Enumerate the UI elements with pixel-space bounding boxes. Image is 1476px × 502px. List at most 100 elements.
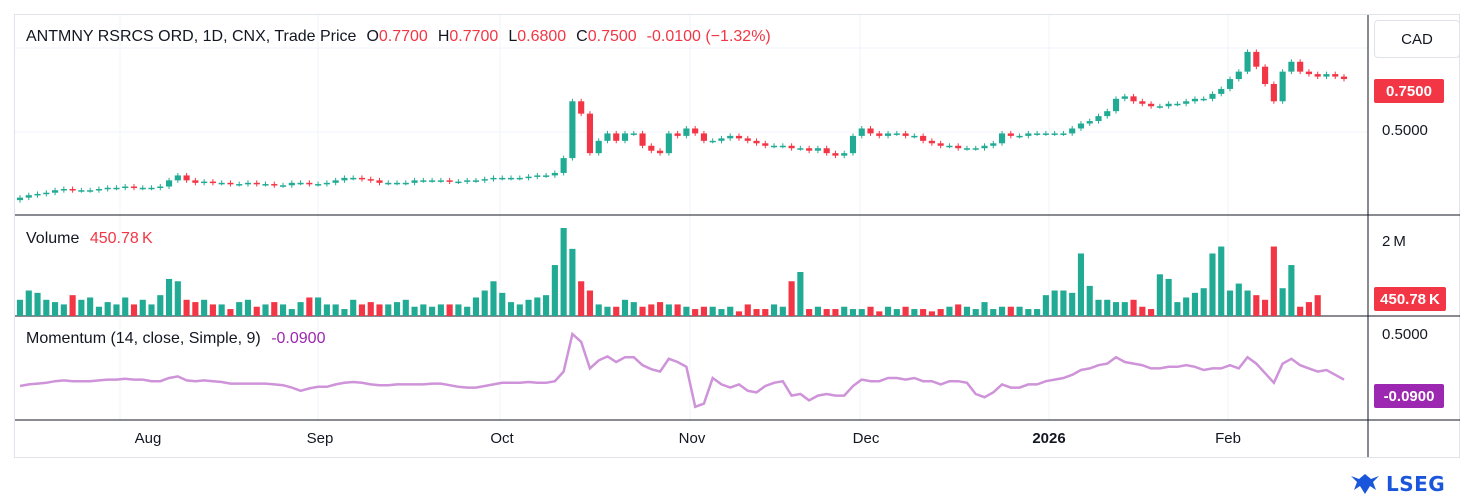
volume-bar — [1200, 288, 1207, 316]
volume-bar — [358, 304, 366, 316]
candle-body — [639, 133, 646, 146]
volume-bar — [218, 304, 225, 316]
candle-body — [165, 180, 173, 187]
candle-body — [718, 138, 725, 141]
candle-body — [1139, 101, 1146, 104]
candle-body — [709, 140, 716, 143]
volume-bar — [1139, 306, 1146, 316]
momentum-title: Momentum (14, close, Simple, 9) — [26, 330, 261, 347]
candle-body — [841, 153, 848, 156]
volume-bar — [253, 306, 260, 316]
candle-body — [525, 176, 532, 179]
candle-body — [560, 158, 567, 173]
volume-bar — [464, 306, 471, 316]
currency-button[interactable]: CAD — [1374, 20, 1460, 58]
close-value: 0.7500 — [587, 28, 637, 45]
volume-bar — [25, 290, 32, 316]
x-label-oct: Oct — [490, 430, 514, 447]
candle-body — [700, 133, 707, 141]
candle-body — [253, 182, 260, 185]
volume-bar — [262, 304, 269, 316]
lseg-emblem-icon — [1351, 474, 1379, 494]
momentum-line — [19, 331, 1345, 409]
volume-bar — [429, 306, 436, 316]
candle-body — [1077, 123, 1085, 129]
volume-bar — [911, 309, 918, 316]
last-price-tag: 0.7500 — [1374, 79, 1444, 103]
volume-bar — [1191, 292, 1199, 316]
volume-bar — [122, 297, 129, 316]
candle-body — [1165, 103, 1172, 107]
volume-bar — [139, 299, 146, 316]
candle-body — [753, 140, 760, 144]
candle-body — [770, 145, 778, 148]
volume-bar — [832, 309, 839, 316]
momentum-axis-label: 0.5000 — [1382, 326, 1428, 343]
volume-bar — [595, 304, 602, 316]
candle-body — [1244, 51, 1251, 72]
candle-body — [1235, 71, 1242, 80]
volume-bar — [1226, 290, 1234, 316]
candle-body — [779, 145, 786, 148]
volume-bar — [981, 302, 988, 316]
volume-bar — [420, 304, 427, 316]
volume-bar — [1060, 290, 1067, 316]
candle-body — [1130, 96, 1137, 102]
volume-bar — [209, 304, 216, 316]
volume-bar — [393, 302, 401, 316]
volume-bar — [350, 299, 357, 316]
candle-body — [867, 128, 874, 134]
volume-bar — [876, 311, 883, 316]
candle-body — [578, 101, 585, 114]
candle-body — [1148, 103, 1155, 107]
candle-body — [849, 135, 857, 154]
volume-bar — [332, 304, 339, 316]
volume-bar — [95, 306, 102, 316]
candle-body — [1200, 98, 1207, 101]
candle-body — [201, 181, 208, 184]
volume-bar — [841, 306, 848, 316]
volume-bar — [1305, 302, 1312, 316]
candle-body — [507, 177, 515, 180]
candle-body — [692, 128, 699, 134]
candle-body — [262, 184, 269, 186]
volume-bar — [385, 304, 392, 316]
candle-body — [893, 133, 900, 135]
volume-bar — [735, 311, 743, 316]
volume-bar — [990, 309, 997, 316]
x-label-2026: 2026 — [1032, 430, 1066, 447]
candle-body — [516, 177, 523, 180]
volume-bar — [1042, 295, 1049, 316]
candle-body — [543, 175, 550, 177]
candle-body — [122, 186, 129, 189]
candle-body — [586, 113, 594, 154]
volume-bar — [797, 272, 804, 316]
volume-bar — [1314, 295, 1321, 316]
candle-body — [16, 197, 24, 201]
volume-bar — [665, 304, 672, 316]
candle-body — [1218, 88, 1225, 94]
x-label-dec: Dec — [852, 430, 880, 447]
candle-body — [209, 181, 216, 184]
volume-bar — [437, 304, 444, 316]
volume-value: 450.78 K — [89, 230, 153, 247]
candle-body — [990, 143, 997, 146]
volume-bar — [1051, 290, 1058, 316]
volume-bar — [455, 304, 462, 316]
volume-bar — [700, 306, 707, 316]
volume-bar — [481, 290, 488, 316]
candle-body — [481, 179, 488, 181]
volume-bar — [718, 309, 725, 316]
volume-bar — [744, 304, 751, 316]
volume-bar — [788, 281, 795, 316]
x-label-aug: Aug — [134, 430, 162, 447]
volume-bar — [244, 299, 252, 316]
volume-bar — [630, 302, 637, 316]
momentum-tag: -0.0900 — [1374, 384, 1444, 408]
change-value: -0.0100 (−1.32%) — [646, 28, 771, 45]
volume-bar — [288, 309, 295, 316]
chart-frame — [14, 14, 1460, 458]
candle-body — [595, 140, 602, 154]
candle-body — [1262, 66, 1269, 84]
